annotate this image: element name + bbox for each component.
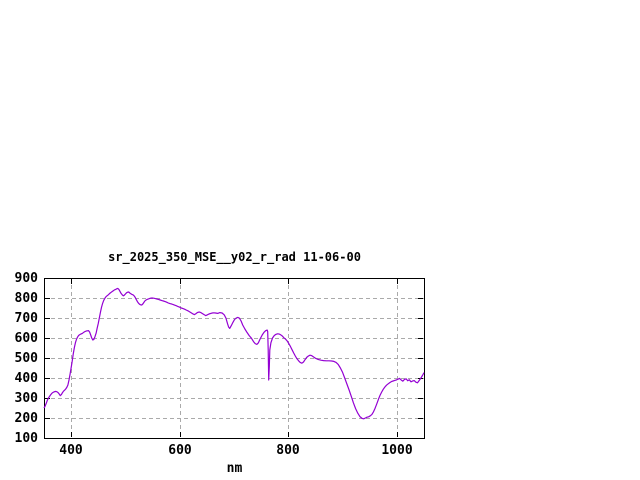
y-tick-label: 300 (15, 391, 39, 406)
data-line (43, 287, 425, 420)
x-axis-label: nm (226, 461, 243, 476)
y-tick-label: 600 (15, 331, 39, 346)
x-tick-label: 400 (59, 443, 83, 458)
y-tick-label: 400 (15, 371, 39, 386)
x-tick-label: 600 (168, 443, 192, 458)
y-tick-label: 800 (15, 291, 39, 306)
y-tick-label: 900 (15, 271, 39, 286)
y-tick-label: 200 (15, 411, 39, 426)
y-tick-label: 100 (15, 431, 39, 446)
plot-frame (44, 278, 425, 439)
y-tick-label: 500 (15, 351, 39, 366)
chart-title: sr_2025_350_MSE__y02_r_rad 11-06-00 (108, 250, 361, 264)
x-tick-label: 1000 (381, 443, 412, 458)
y-tick-label: 700 (15, 311, 39, 326)
x-tick-label: 800 (276, 443, 300, 458)
